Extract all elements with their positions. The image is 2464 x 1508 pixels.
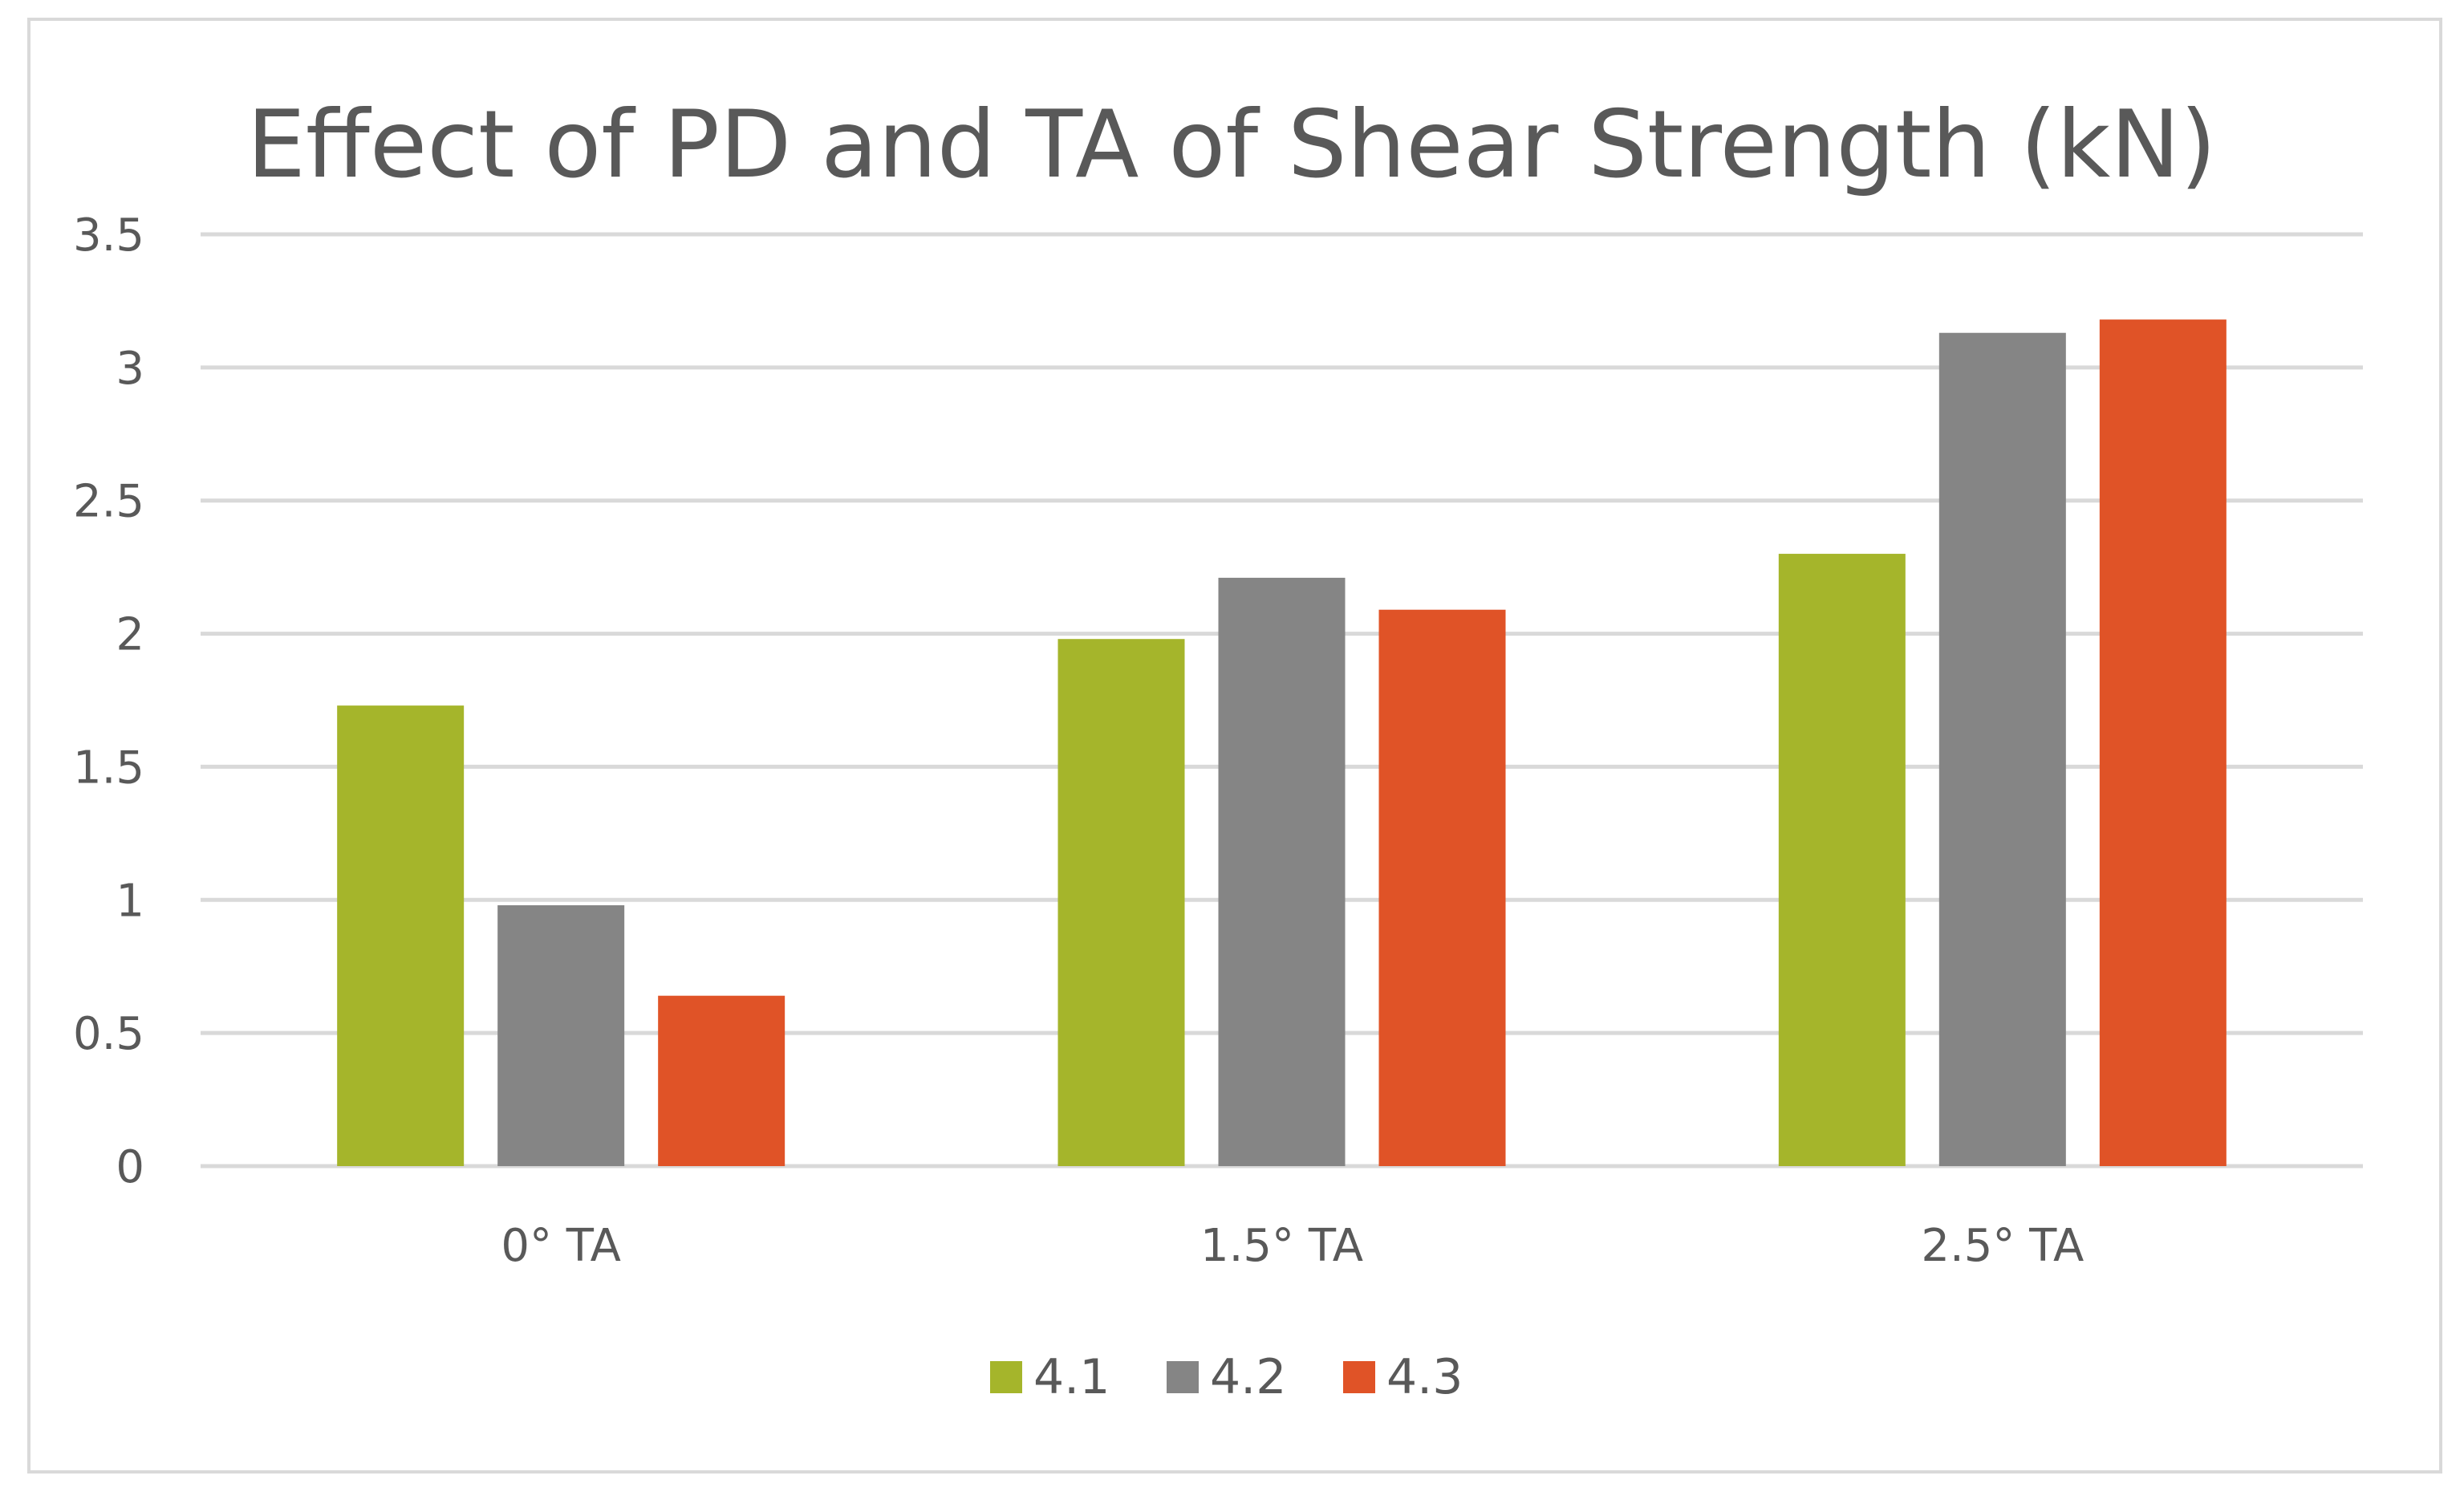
legend-swatch-4.1: [990, 1361, 1022, 1393]
legend-label-4.1: 4.1: [1033, 1349, 1110, 1405]
bar-4.2-3: [1938, 332, 2066, 1167]
legend-swatch-4.2: [1167, 1361, 1199, 1393]
chart-title: Effect of PD and TA of Shear Strength (k…: [247, 91, 2217, 199]
y-tick-label: 2.5: [73, 476, 144, 528]
legend-swatch-4.3: [1343, 1361, 1375, 1393]
x-tick-label: 0° TA: [501, 1220, 621, 1272]
legend-label-4.3: 4.3: [1386, 1349, 1463, 1405]
bar-4.2-2: [1218, 577, 1346, 1166]
bars: [337, 319, 2227, 1167]
y-axis-ticks: 0 0.5 1 1.5 2 2.5 3 3.5: [73, 209, 144, 1193]
y-tick-label: 1.5: [73, 742, 144, 794]
bar-4.1-1: [337, 705, 465, 1166]
y-tick-label: 0: [116, 1141, 144, 1193]
bar-4.1-3: [1778, 554, 1906, 1166]
y-tick-label: 3.5: [73, 209, 144, 262]
y-tick-label: 0.5: [73, 1008, 144, 1060]
x-axis-ticks: 0° TA 1.5° TA 2.5° TA: [501, 1220, 2084, 1272]
x-tick-label: 1.5° TA: [1200, 1220, 1363, 1272]
bar-4.1-2: [1057, 639, 1185, 1166]
legend-label-4.2: 4.2: [1210, 1349, 1286, 1405]
y-tick-label: 2: [116, 609, 144, 661]
bar-4.3-3: [2099, 319, 2227, 1166]
bar-4.3-2: [1378, 609, 1506, 1166]
y-tick-label: 1: [116, 875, 144, 927]
y-tick-label: 3: [116, 343, 144, 395]
legend: 4.1 4.2 4.3: [990, 1349, 1463, 1405]
bar-4.2-1: [497, 904, 625, 1166]
bar-4.3-1: [658, 995, 785, 1166]
x-tick-label: 2.5° TA: [1921, 1220, 2084, 1272]
